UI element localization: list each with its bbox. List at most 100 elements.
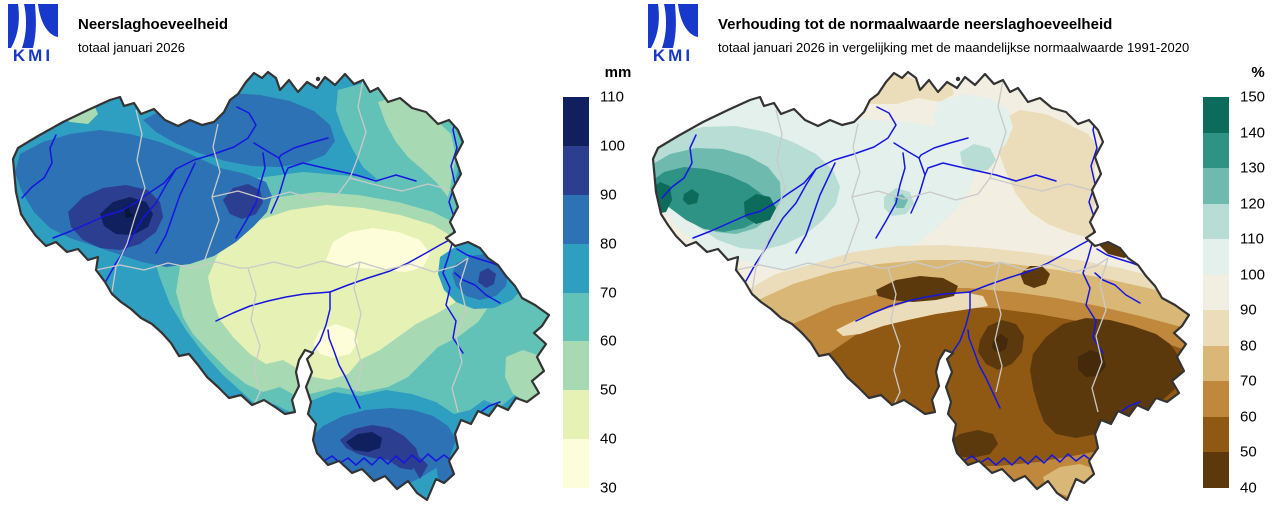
legend-band: [1203, 239, 1229, 275]
contour-bands: [13, 72, 549, 500]
legend-tick-label: 130: [1240, 159, 1266, 177]
legend-band: [1203, 132, 1229, 169]
baarle-enclave-dot: [955, 76, 961, 82]
legend-tick-label: 100: [1240, 266, 1266, 284]
legend-colorbar: [563, 97, 589, 488]
legend-band: [1203, 274, 1229, 311]
baarle-enclave-dot: [315, 76, 321, 82]
river: [692, 168, 817, 239]
river: [745, 106, 897, 282]
river: [893, 142, 926, 214]
river: [278, 137, 329, 159]
right-map-title: Verhouding tot de normaalwaarde neerslag…: [718, 16, 1113, 33]
legend-tick-label: 110: [1240, 230, 1264, 248]
province-borders: [95, 79, 469, 413]
river-meuse: [949, 97, 1098, 357]
province-borders: [735, 79, 1109, 413]
river: [477, 401, 501, 415]
legend-band: [563, 145, 589, 195]
precipitation-ratio-map-belgium: [651, 70, 1191, 502]
kmi-logo-left-blade: [651, 4, 667, 48]
kmi-logo-text: KMI: [652, 46, 694, 65]
legend-tick-label: 50: [600, 381, 617, 399]
legend-tick-label: 40: [600, 430, 617, 448]
left-map-subtitle: totaal januari 2026: [78, 40, 185, 55]
legend-tick-label: 30: [600, 479, 617, 497]
river: [52, 168, 177, 239]
legend-tick-label: 40: [1240, 479, 1257, 497]
legend-tick-label: 80: [600, 235, 617, 253]
river: [21, 134, 57, 199]
legend-tick-label: 90: [600, 186, 617, 204]
legend-tick-label: 110: [600, 88, 624, 106]
legend-tick-labels: 150 140 130 120 110 100 90 80 70 60 50 40: [1203, 90, 1280, 496]
legend-tick-label: 60: [600, 332, 617, 350]
river: [442, 239, 464, 354]
river-semois: [309, 452, 461, 466]
river: [661, 134, 697, 199]
legend-colorbar: [1203, 97, 1229, 488]
kmi-logo-graphic: [648, 4, 698, 48]
kmi-logo: KMI: [645, 4, 701, 64]
legend-band: [1203, 203, 1229, 240]
kmi-logo-right-blade: [673, 4, 698, 48]
contour-bands: [653, 72, 1189, 500]
legend-band: [1203, 416, 1229, 453]
ratio-min-spot: [992, 334, 1008, 353]
river: [235, 152, 266, 239]
legend-band: [563, 243, 589, 293]
legend-tick-label: 70: [1240, 372, 1257, 390]
legend-tick-label: 90: [1240, 301, 1257, 319]
legend-band: [1203, 345, 1229, 382]
river: [795, 162, 836, 254]
river: [284, 162, 417, 182]
legend-band: [1203, 452, 1229, 488]
legend-band: [1203, 310, 1229, 346]
legend-tick-label: 80: [1240, 337, 1257, 355]
precipitation-map-belgium: [11, 70, 551, 502]
legend-unit: %: [1251, 64, 1265, 81]
legend-band: [1203, 381, 1229, 417]
legend-unit: mm: [604, 64, 632, 81]
country-outline: [651, 70, 1191, 502]
legend-band: [563, 439, 589, 488]
legend-tick-labels: 110 100 90 80 70 60 50 40 30: [563, 90, 643, 496]
river: [454, 272, 501, 304]
rivers: [21, 97, 506, 466]
kmi-logo-right-blade: [33, 4, 58, 48]
river-meuse: [309, 97, 458, 357]
river: [967, 329, 1001, 409]
river: [327, 329, 361, 409]
legend-tick-label: 70: [600, 284, 617, 301]
kmi-logo: KMI: [5, 4, 61, 64]
river: [924, 162, 1057, 182]
legend-band: [1203, 97, 1229, 133]
kmi-logo-left-blade: [11, 4, 27, 48]
legend-band: [563, 194, 589, 244]
river: [1094, 272, 1141, 304]
right-map-subtitle: totaal januari 2026 in vergelijking met …: [718, 40, 1190, 55]
left-map-title: Neerslaghoeveelheid: [78, 16, 229, 33]
legend-band: [563, 341, 589, 391]
river: [918, 137, 969, 159]
legend-tick-label: 100: [600, 137, 626, 155]
river: [1117, 401, 1141, 415]
legend-left: mm 110 100 90 80 70 60 50 40 30: [563, 64, 643, 496]
legend-right: % 150 140 130 120 110 100 90 80 70 60 50 40: [1203, 64, 1280, 496]
legend-tick-label: 150: [1240, 88, 1266, 106]
legend-band: [563, 292, 589, 342]
river-semois: [949, 452, 1101, 466]
legend-tick-label: 60: [1240, 408, 1257, 426]
kmi-logo-text: KMI: [12, 46, 54, 65]
kmi-logo-graphic: [8, 4, 58, 48]
river: [253, 142, 286, 214]
legend-band: [1203, 168, 1229, 204]
river: [1082, 239, 1104, 354]
river: [155, 162, 196, 254]
legend-tick-label: 50: [1240, 443, 1257, 461]
country-outline: [11, 70, 551, 502]
legend-tick-label: 140: [1240, 124, 1266, 142]
river: [215, 291, 331, 322]
legend-band: [563, 97, 589, 146]
